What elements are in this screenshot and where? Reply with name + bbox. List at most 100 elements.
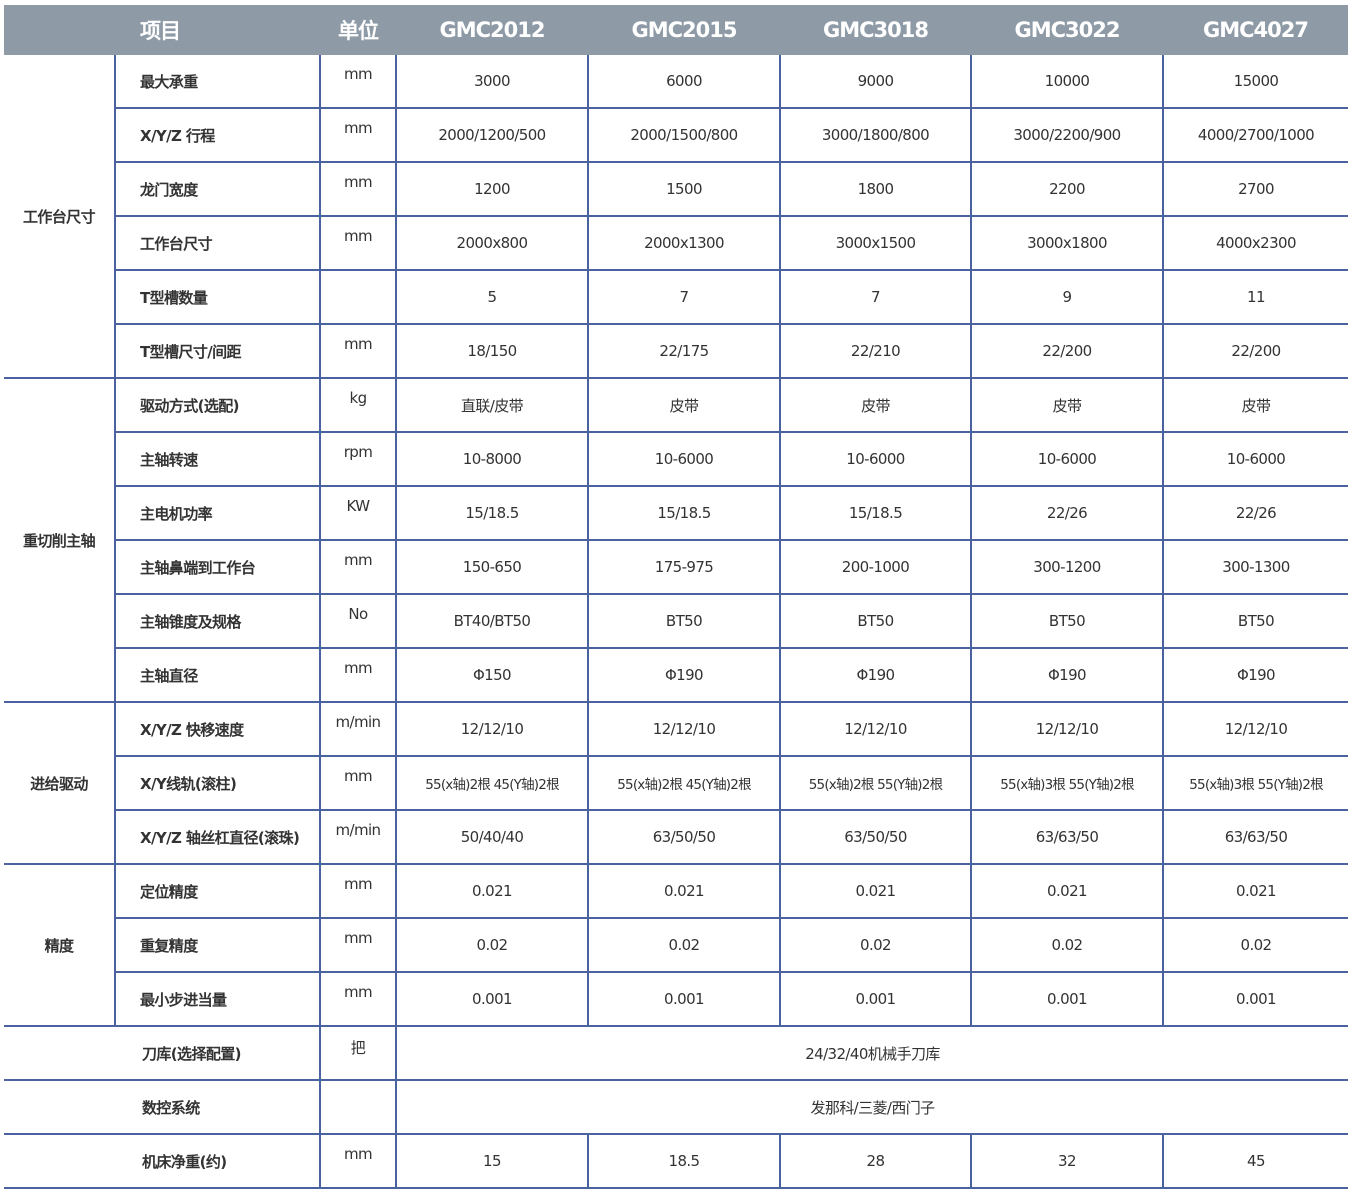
value-cell: 3000/2200/900 — [970, 107, 1164, 163]
value-cell: 63/63/50 — [1162, 809, 1348, 865]
table-row: 主轴转速 rpm 10-8000 10-6000 10-6000 10-6000 10-60… — [4, 431, 1348, 487]
value-cell: 0.02 — [779, 917, 972, 973]
value-cell: 32 — [970, 1133, 1164, 1189]
header-model: GMC2012 — [396, 5, 588, 55]
table-row: 主轴鼻端到工作台 mm 150-650 175-975 200-1000 300-1200… — [4, 539, 1348, 595]
value-cell: 10-6000 — [587, 431, 781, 487]
unit-cell: KW — [319, 485, 397, 541]
header-model: GMC2015 — [588, 5, 780, 55]
item-label: 主电机功率 — [114, 485, 321, 541]
table-row: X/Y/Z 行程 mm 2000/1200/500 2000/1500/800 3000… — [4, 107, 1348, 163]
item-label: 重复精度 — [114, 917, 321, 973]
value-cell: 55(x轴)2根 45(Y轴)2根 — [587, 755, 781, 811]
value-cell: 0.02 — [587, 917, 781, 973]
value-cell: 22/200 — [970, 323, 1164, 379]
value-cell: 10-6000 — [970, 431, 1164, 487]
value-cell: 0.001 — [779, 971, 972, 1027]
value-cell: 0.021 — [1162, 863, 1348, 919]
value-cell: 0.001 — [587, 971, 781, 1027]
unit-cell: mm — [319, 539, 397, 595]
unit-cell: mm — [319, 971, 397, 1027]
value-cell: Φ150 — [395, 647, 589, 703]
unit-cell — [319, 269, 397, 325]
group-label: 工作台尺寸 — [4, 55, 116, 379]
value-cell: 3000x1800 — [970, 215, 1164, 271]
value-cell: 12/12/10 — [779, 701, 972, 757]
header-row: 项目 单位 GMC2012 GMC2015 GMC3018 GMC3022 GM… — [4, 5, 1348, 55]
item-label: X/Y/Z 快移速度 — [114, 701, 321, 757]
unit-cell: kg — [319, 377, 397, 433]
item-label: 龙门宽度 — [114, 161, 321, 217]
value-cell: 0.001 — [395, 971, 589, 1027]
table-row: 数控系统 发那科/三菱/西门子 — [4, 1079, 1348, 1135]
unit-cell: mm — [319, 215, 397, 271]
unit-cell: mm — [319, 917, 397, 973]
value-cell: 9 — [970, 269, 1164, 325]
value-cell: 12/12/10 — [395, 701, 589, 757]
value-cell: 3000x1500 — [779, 215, 972, 271]
value-cell: 15/18.5 — [395, 485, 589, 541]
value-cell: 10-6000 — [1162, 431, 1348, 487]
value-cell: 0.02 — [395, 917, 589, 973]
table-row: 主轴直径 mm Φ150 Φ190 Φ190 Φ190 Φ190 — [4, 647, 1348, 703]
value-cell: 6000 — [587, 55, 781, 109]
group-label: 精度 — [4, 863, 116, 1027]
spec-table: 项目 单位 GMC2012 GMC2015 GMC3018 GMC3022 GM… — [4, 5, 1348, 1189]
unit-cell: m/min — [319, 809, 397, 865]
unit-cell: 把 — [319, 1025, 397, 1081]
value-cell: BT50 — [779, 593, 972, 649]
item-label: 工作台尺寸 — [114, 215, 321, 271]
unit-cell — [319, 1079, 397, 1135]
value-cell: 2000x1300 — [587, 215, 781, 271]
value-cell: 15000 — [1162, 55, 1348, 109]
value-cell: 15/18.5 — [587, 485, 781, 541]
value-cell: 11 — [1162, 269, 1348, 325]
value-cell: 45 — [1162, 1133, 1348, 1189]
item-label: X/Y/Z 行程 — [114, 107, 321, 163]
table-row: 主轴锥度及规格 No BT40/BT50 BT50 BT50 BT50 BT50 — [4, 593, 1348, 649]
value-cell: 0.02 — [970, 917, 1164, 973]
value-cell: 63/50/50 — [779, 809, 972, 865]
value-cell: 28 — [779, 1133, 972, 1189]
value-cell: 9000 — [779, 55, 972, 109]
value-cell: 300-1200 — [970, 539, 1164, 595]
group-label: 重切削主轴 — [4, 377, 116, 703]
value-cell: 200-1000 — [779, 539, 972, 595]
unit-cell: mm — [319, 755, 397, 811]
table-row: 进给驱动 X/Y/Z 快移速度 m/min 12/12/10 12/12/10 12/12… — [4, 701, 1348, 865]
value-cell: 175-975 — [587, 539, 781, 595]
value-cell: 63/63/50 — [970, 809, 1164, 865]
value-cell: 0.02 — [1162, 917, 1348, 973]
header-model: GMC3018 — [780, 5, 971, 55]
unit-cell: mm — [319, 107, 397, 163]
unit-cell: mm — [319, 161, 397, 217]
value-cell: BT50 — [587, 593, 781, 649]
group-label: 进给驱动 — [4, 701, 116, 865]
value-cell: 2000/1200/500 — [395, 107, 589, 163]
item-label: 最小步进当量 — [114, 971, 321, 1027]
item-label: 定位精度 — [114, 863, 321, 919]
table-row: 刀库(选择配置) 把 24/32/40机械手刀库 — [4, 1025, 1348, 1081]
table-row: 工作台尺寸 mm 2000x800 2000x1300 3000x1500 3000x18… — [4, 215, 1348, 271]
value-cell: 55(x轴)3根 55(Y轴)2根 — [1162, 755, 1348, 811]
value-cell: 1800 — [779, 161, 972, 217]
value-cell: 12/12/10 — [1162, 701, 1348, 757]
value-cell: 63/50/50 — [587, 809, 781, 865]
value-cell: BT50 — [1162, 593, 1348, 649]
value-cell: 18.5 — [587, 1133, 781, 1189]
value-cell: 皮带 — [779, 377, 972, 433]
table-row: 工作台尺寸 最大承重 mm 3000 6000 9000 10000 15000 — [4, 55, 1348, 379]
value-cell: 55(x轴)2根 55(Y轴)2根 — [779, 755, 972, 811]
value-cell: 2000/1500/800 — [587, 107, 781, 163]
value-cell: 10-8000 — [395, 431, 589, 487]
table-row: 精度 定位精度 mm 0.021 0.021 0.021 0.021 0.021 — [4, 863, 1348, 1027]
value-cell: 15/18.5 — [779, 485, 972, 541]
value-cell: 5 — [395, 269, 589, 325]
item-label: 主轴转速 — [114, 431, 321, 487]
value-cell: 22/175 — [587, 323, 781, 379]
value-cell: 皮带 — [1162, 377, 1348, 433]
unit-cell: rpm — [319, 431, 397, 487]
table-row: 最小步进当量 mm 0.001 0.001 0.001 0.001 0.001 — [4, 971, 1348, 1027]
item-label: T型槽数量 — [114, 269, 321, 325]
table-row: 重复精度 mm 0.02 0.02 0.02 0.02 0.02 — [4, 917, 1348, 973]
